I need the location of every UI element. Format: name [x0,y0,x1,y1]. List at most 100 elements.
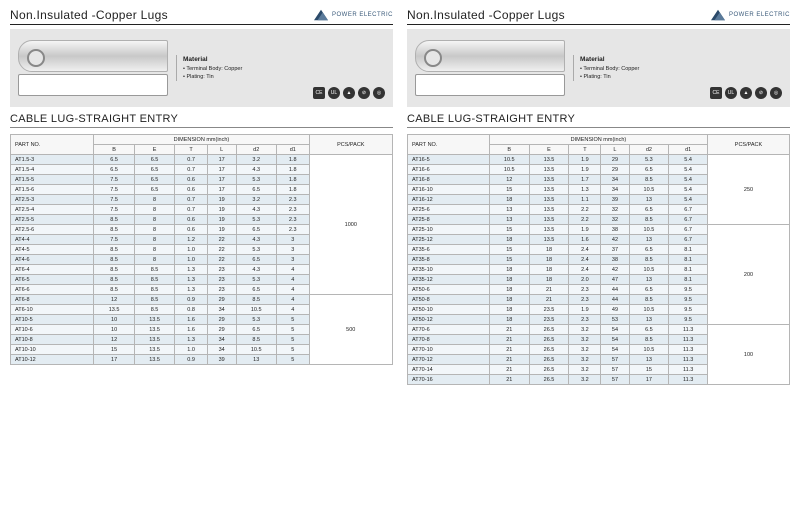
dim-cell: 0.7 [175,155,208,165]
dim-cell: 3.2 [569,345,601,355]
dim-cell: 8.5 [629,215,669,225]
part-no-cell: AT4-6 [11,255,94,265]
pack-cell: 1000 [309,155,392,295]
dim-cell: 7.5 [94,195,134,205]
dim-cell: 19 [207,205,236,215]
dim-cell: 5 [276,325,309,335]
dim-cell: 10.5 [489,165,529,175]
lug-diagram [18,74,168,96]
dim-cell: 57 [601,375,629,385]
dim-cell: 42 [601,235,629,245]
dim-cell: 5 [276,345,309,355]
part-no-cell: AT16-5 [408,155,490,165]
dim-cell: 17 [207,165,236,175]
dim-cell: 34 [207,305,236,315]
dim-cell: 2.3 [276,195,309,205]
dim-cell: 21 [489,335,529,345]
dim-cell: 5.3 [629,155,669,165]
dim-cell: 0.7 [175,195,208,205]
dim-cell: 1.6 [175,325,208,335]
dim-cell: 6.5 [134,185,174,195]
page-title: Non.Insulated -Copper Lugs [10,8,168,22]
dim-cell: 8 [134,215,174,225]
dim-cell: 26.5 [529,335,569,345]
dim-cell: 1.3 [175,265,208,275]
pack-cell: 250 [707,155,789,225]
dim-cell: 6.5 [134,155,174,165]
dim-cell: 15 [489,185,529,195]
dim-cell: 6.7 [669,205,708,215]
dim-cell: 2.3 [276,225,309,235]
dim-cell: 17 [94,355,134,365]
dim-cell: 15 [489,255,529,265]
dim-cell: 13 [629,355,669,365]
part-no-cell: AT1.5-6 [11,185,94,195]
dim-cell: 6.5 [236,255,276,265]
dim-cell: 18 [489,235,529,245]
part-no-cell: AT2.5-5 [11,215,94,225]
dim-cell: 2.4 [569,265,601,275]
dim-cell: 39 [207,355,236,365]
dim-cell: 26.5 [529,355,569,365]
dim-cell: 13.5 [529,155,569,165]
dim-cell: 32 [601,205,629,215]
dim-cell: 1.0 [175,345,208,355]
dim-cell: 5.4 [669,155,708,165]
dim-cell: 3.2 [569,355,601,365]
dim-cell: 6.5 [236,185,276,195]
dim-cell: 3.2 [569,335,601,345]
dim-cell: 38 [601,255,629,265]
dim-cell: 17 [629,375,669,385]
dim-cell: 0.9 [175,295,208,305]
dim-cell: 8.5 [134,305,174,315]
dim-cell: 21 [489,325,529,335]
dim-cell: 12 [94,335,134,345]
dim-cell: 18 [489,195,529,205]
dim-cell: 13 [489,215,529,225]
dim-cell: 4 [276,285,309,295]
dim-cell: 21 [529,295,569,305]
dim-cell: 8.5 [629,255,669,265]
dim-cell: 54 [601,345,629,355]
dim-cell: 6.5 [629,245,669,255]
dim-cell: 26.5 [529,365,569,375]
dim-cell: 12 [94,295,134,305]
dim-cell: 8.5 [134,285,174,295]
dim-cell: 34 [601,185,629,195]
dim-cell: 1.8 [276,165,309,175]
brand-logo: POWER ELECTRIC [709,8,790,22]
dim-cell: 2.3 [569,315,601,325]
dim-cell: 8.5 [94,285,134,295]
dim-cell: 10.5 [489,155,529,165]
dim-cell: 2.0 [569,275,601,285]
dim-cell: 13.5 [134,315,174,325]
brand-logo: POWER ELECTRIC [312,8,393,22]
part-no-cell: AT35-12 [408,275,490,285]
dim-cell: 13 [629,195,669,205]
dim-cell: 53 [601,315,629,325]
pack-cell: 500 [309,295,392,365]
dim-cell: 15 [94,345,134,355]
part-no-cell: AT70-6 [408,325,490,335]
dim-cell: 44 [601,295,629,305]
dim-cell: 10.5 [629,345,669,355]
dim-cell: 8 [134,195,174,205]
dim-cell: 17 [207,185,236,195]
dim-cell: 2.3 [276,205,309,215]
dim-cell: 23.5 [529,315,569,325]
dim-cell: 13.5 [134,335,174,345]
dim-cell: 8.1 [669,255,708,265]
dim-cell: 0.6 [175,185,208,195]
dim-cell: 22 [207,245,236,255]
dim-cell: 38 [601,225,629,235]
dim-cell: 3.2 [569,325,601,335]
dim-cell: 8 [134,205,174,215]
dim-cell: 8 [134,255,174,265]
dim-cell: 10 [94,325,134,335]
dim-cell: 23.5 [529,305,569,315]
dim-cell: 18 [489,275,529,285]
dim-cell: 11.3 [669,335,708,345]
dim-cell: 0.9 [175,355,208,365]
part-no-cell: AT2.5-3 [11,195,94,205]
dim-cell: 5.3 [236,315,276,325]
